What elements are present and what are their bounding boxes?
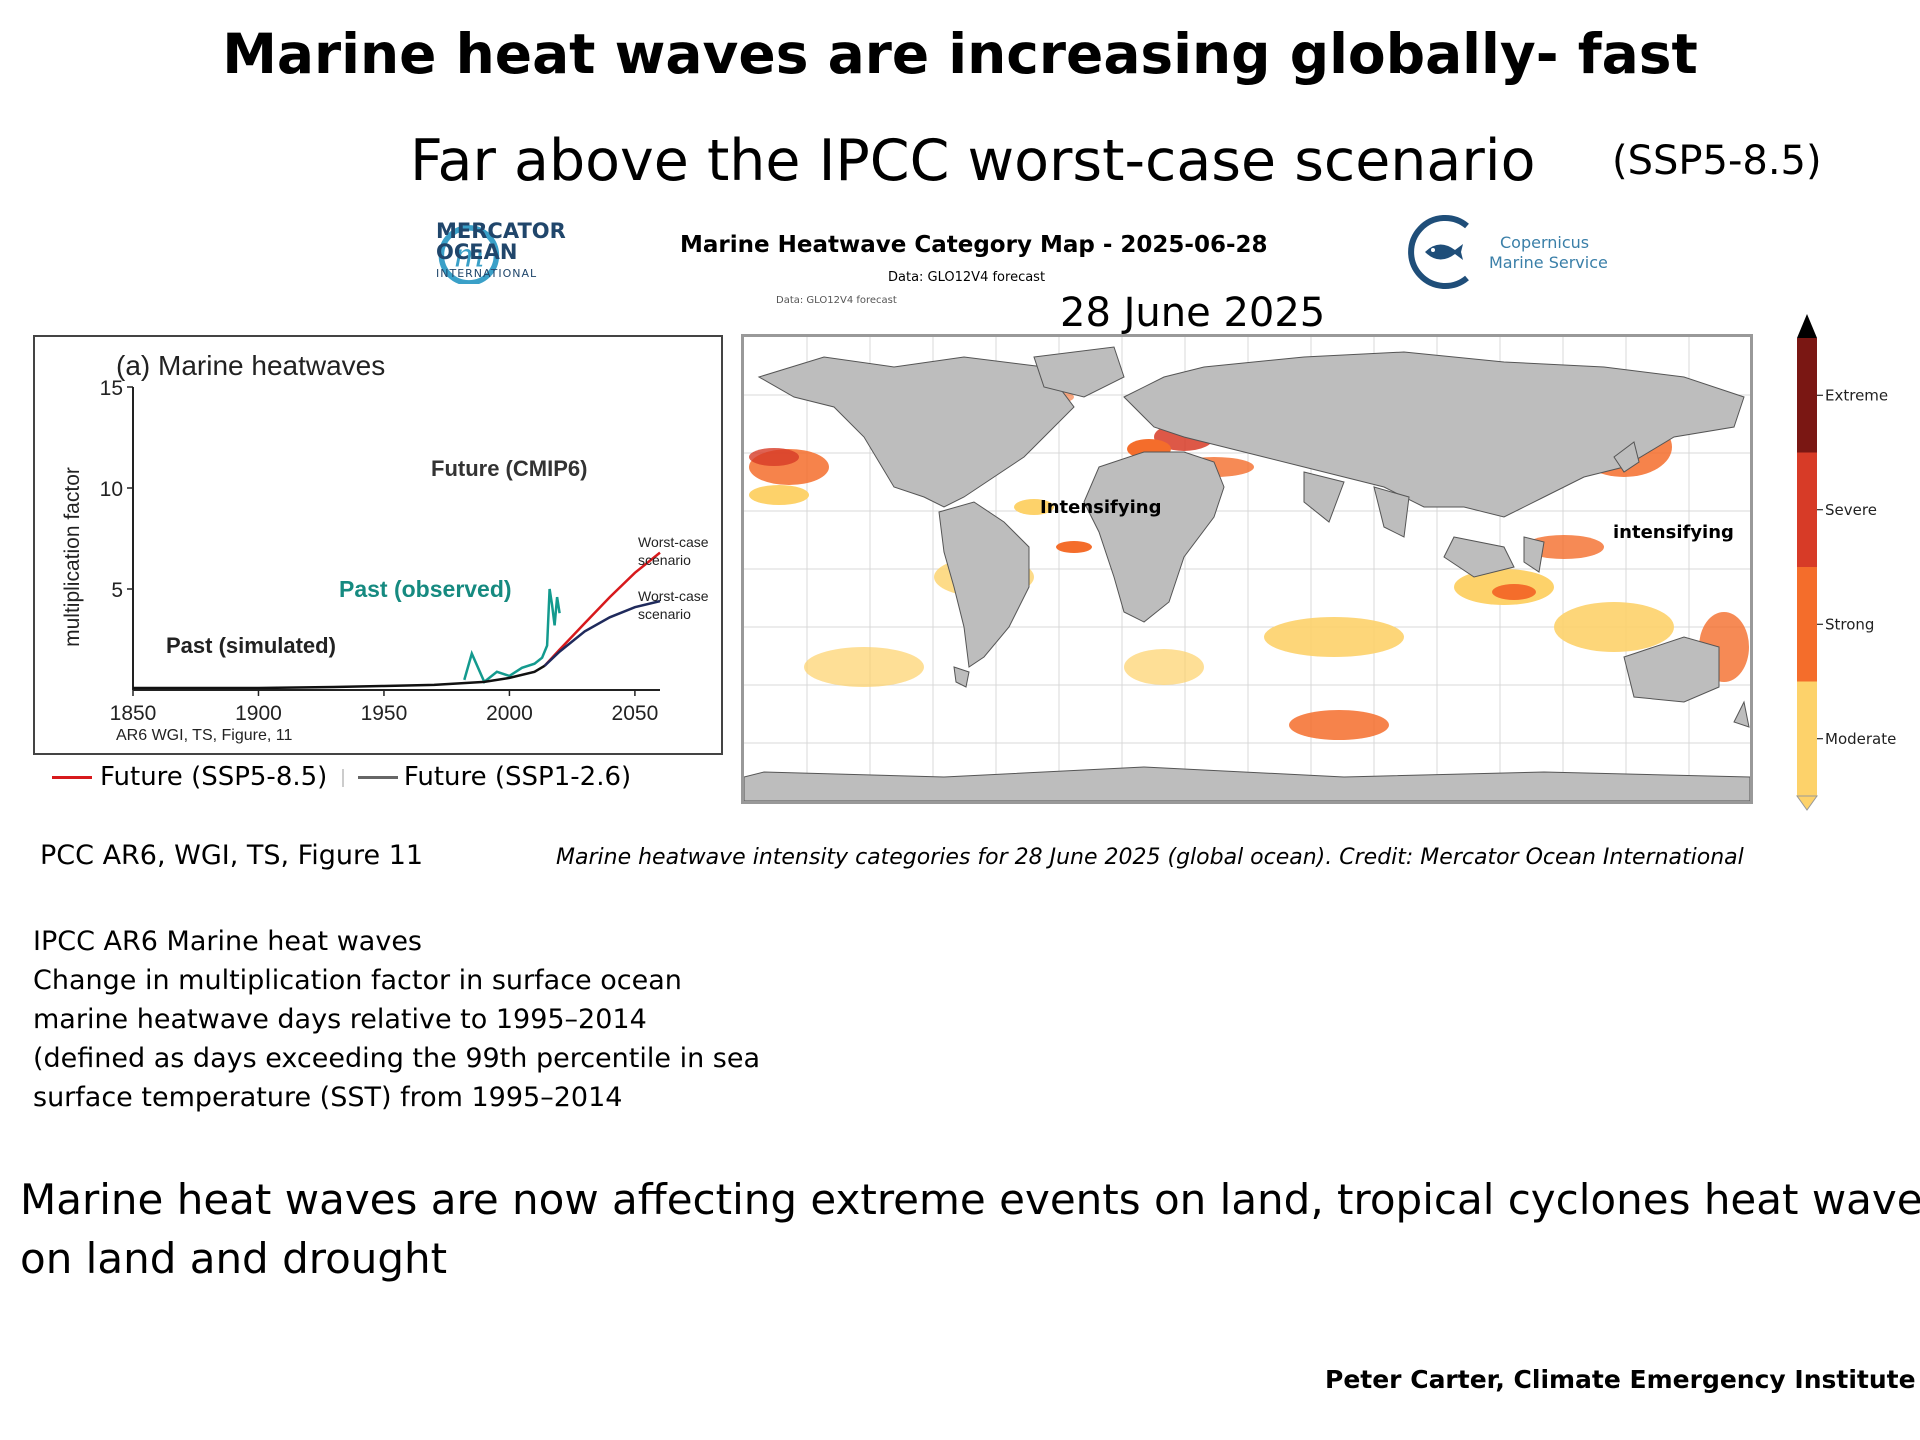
map-data-label-small: Data: GLO12V4 forecast — [776, 295, 897, 306]
legend-divider — [341, 768, 344, 787]
y-tick-label: 5 — [111, 579, 123, 602]
legend-label-ssp126: Future (SSP1-2.6) — [403, 762, 632, 792]
x-tick-label: 2050 — [612, 702, 659, 725]
map-data-label: Data: GLO12V4 forecast — [888, 270, 1046, 285]
marine-heatwave-map — [744, 337, 1750, 801]
map-frame — [741, 334, 1753, 804]
colorbar-label: Severe — [1825, 501, 1877, 519]
mercator-logo-line3: INTERNATIONAL — [436, 267, 538, 280]
copernicus-logo — [1408, 215, 1469, 289]
colorbar-label: Moderate — [1825, 730, 1896, 748]
annotation-worst-case-2b: scenario — [638, 606, 691, 622]
map-title: Marine Heatwave Category Map - 2025-06-2… — [680, 232, 1268, 258]
y-tick-label: 15 — [100, 377, 123, 400]
description-line: surface temperature (SST) from 1995–2014 — [33, 1082, 623, 1113]
land-masses — [744, 346, 1750, 801]
subtitle-scenario: (SSP5-8.5) — [1612, 138, 1822, 184]
series-line — [463, 588, 561, 684]
annotation-worst-case-2a: Worst-case — [638, 588, 709, 604]
legend-swatch-ssp585 — [52, 776, 92, 779]
legend-label-ssp585: Future (SSP5-8.5) — [100, 762, 328, 792]
x-tick-label: 1850 — [110, 702, 157, 725]
mercator-logo-line1: MERCATOR — [436, 219, 566, 243]
description: IPCC AR6 Marine heat waves Change in mul… — [33, 922, 760, 1117]
svg-text:m: m — [453, 235, 484, 274]
annotation-future: Future (CMIP6) — [431, 456, 587, 481]
chart-title: (a) Marine heatwaves — [116, 350, 385, 381]
colorbar-label: Strong — [1825, 615, 1874, 633]
colorbar-segment — [1797, 681, 1817, 796]
annotation-past-observed: Past (observed) — [339, 576, 512, 602]
annotation-intensifying-pacific-label: intensifying — [1613, 522, 1734, 543]
colorbar-label: Extreme — [1825, 386, 1888, 404]
chart-legend: Future (SSP5-8.5) Future (SSP1-2.6) — [52, 762, 631, 792]
colorbar-extend-arrow — [1797, 314, 1817, 338]
mercator-logo: m — [438, 225, 500, 284]
colorbar-segment — [1797, 567, 1817, 682]
map-date: 28 June 2025 — [1060, 290, 1326, 336]
legend-swatch-ssp126 — [357, 776, 398, 779]
series-line — [543, 599, 661, 667]
chart-source: AR6 WGI, TS, Figure, 11 — [116, 727, 292, 744]
page-title: Marine heat waves are increasing globall… — [222, 22, 1698, 86]
copernicus-logo-line1: Copernicus — [1500, 233, 1590, 252]
y-tick-label: 10 — [100, 478, 123, 501]
author-credit: Peter Carter, Climate Emergency Institut… — [1325, 1365, 1916, 1394]
page-subtitle: Far above the IPCC worst-case scenario — [410, 128, 1536, 194]
description-line: Change in multiplication factor in surfa… — [33, 965, 682, 996]
map-colorbar: Extreme Severe Strong Moderate — [1796, 314, 1896, 811]
colorbar-segment — [1797, 452, 1817, 567]
mercator-logo-line2: OCEAN — [436, 240, 518, 264]
chart-ylabel: multiplication factor — [61, 467, 84, 647]
map-caption: Marine heatwave intensity categories for… — [556, 845, 1744, 870]
series-line — [133, 664, 546, 690]
description-line: (defined as days exceeding the 99th perc… — [33, 1043, 760, 1074]
bottom-statement-line2: on land and drought — [20, 1234, 448, 1283]
x-tick-label: 2000 — [486, 702, 533, 725]
x-tick-label: 1950 — [361, 702, 408, 725]
colorbar-segment — [1797, 338, 1817, 453]
annotation-intensifying-atlantic-label: Intensifying — [1040, 497, 1162, 518]
x-tick-label: 1900 — [235, 702, 282, 725]
annotation-worst-case-1a: Worst-case — [638, 534, 709, 550]
bottom-statement-line1: Marine heat waves are now affecting extr… — [20, 1175, 1920, 1224]
description-line: IPCC AR6 Marine heat waves — [33, 926, 422, 957]
marine-heatwave-chart: (a) Marine heatwaves multiplication fact… — [61, 350, 709, 744]
description-line: marine heatwave days relative to 1995–20… — [33, 1004, 647, 1035]
annotation-worst-case-1b: scenario — [638, 552, 691, 568]
ipcc-citation: PCC AR6, WGI, TS, Figure 11 — [40, 840, 424, 871]
copernicus-logo-line2: Marine Service — [1489, 253, 1608, 272]
annotation-past-simulated: Past (simulated) — [166, 633, 336, 658]
